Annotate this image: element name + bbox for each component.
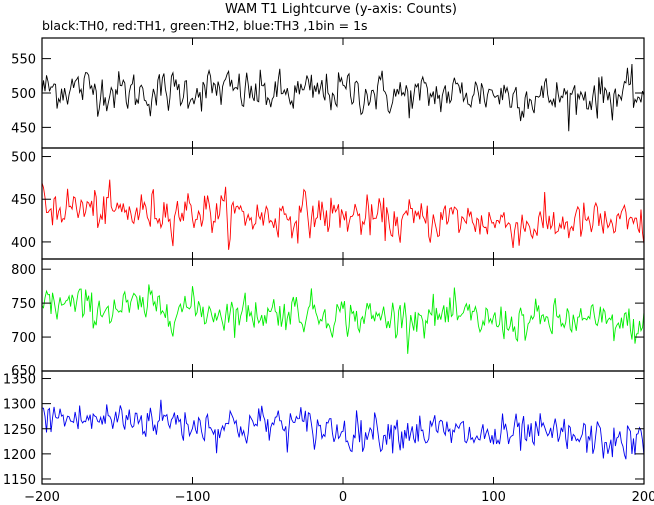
panel-th1: 400 450 500	[11, 147, 645, 260]
y-tick-label: 700	[11, 331, 36, 346]
series-line-th3	[42, 399, 644, 460]
y-tick-label: 1350	[3, 373, 36, 388]
panel-th2: 650 700 750 800	[11, 258, 645, 379]
x-tick-label: −200	[24, 490, 60, 505]
y-tick-label: 450	[11, 121, 36, 136]
y-tick-label: 1300	[3, 398, 36, 413]
panel-frame	[41, 147, 645, 260]
x-tick-label: 200	[632, 490, 654, 505]
y-tick-label: 750	[11, 297, 36, 312]
x-axis: −200 −100 0 100 200	[24, 490, 654, 505]
x-tick-label: −100	[175, 490, 211, 505]
y-tick-label: 1250	[3, 423, 36, 438]
chart-title: WAM T1 Lightcurve (y-axis: Counts)	[225, 2, 457, 17]
series-line-th1	[42, 179, 644, 250]
panel-th3: 1150 1200 1250 1300 1350	[3, 370, 645, 488]
chart-subtitle: black:TH0, red:TH1, green:TH2, blue:TH3 …	[42, 18, 368, 33]
y-tick-label: 500	[11, 151, 36, 166]
x-tick-label: 0	[339, 490, 347, 505]
y-tick-label: 1150	[3, 473, 36, 488]
series-line-th0	[42, 64, 644, 132]
y-tick-label: 550	[11, 53, 36, 68]
panel-frame	[41, 258, 645, 372]
y-tick-label: 450	[11, 193, 36, 208]
series-line-th2	[42, 284, 644, 354]
panel-th0: 450 500 550	[11, 37, 645, 149]
y-tick-label: 1200	[3, 448, 36, 463]
panels-group: 450 500 550 400 450 500 650 700 750 800 1150 1200 12…	[3, 37, 645, 488]
y-tick-label: 400	[11, 236, 36, 251]
x-tick-label: 100	[481, 490, 506, 505]
y-tick-label: 800	[11, 263, 36, 278]
y-tick-label: 650	[11, 364, 36, 379]
panel-frame	[41, 37, 645, 149]
y-tick-label: 500	[11, 87, 36, 102]
